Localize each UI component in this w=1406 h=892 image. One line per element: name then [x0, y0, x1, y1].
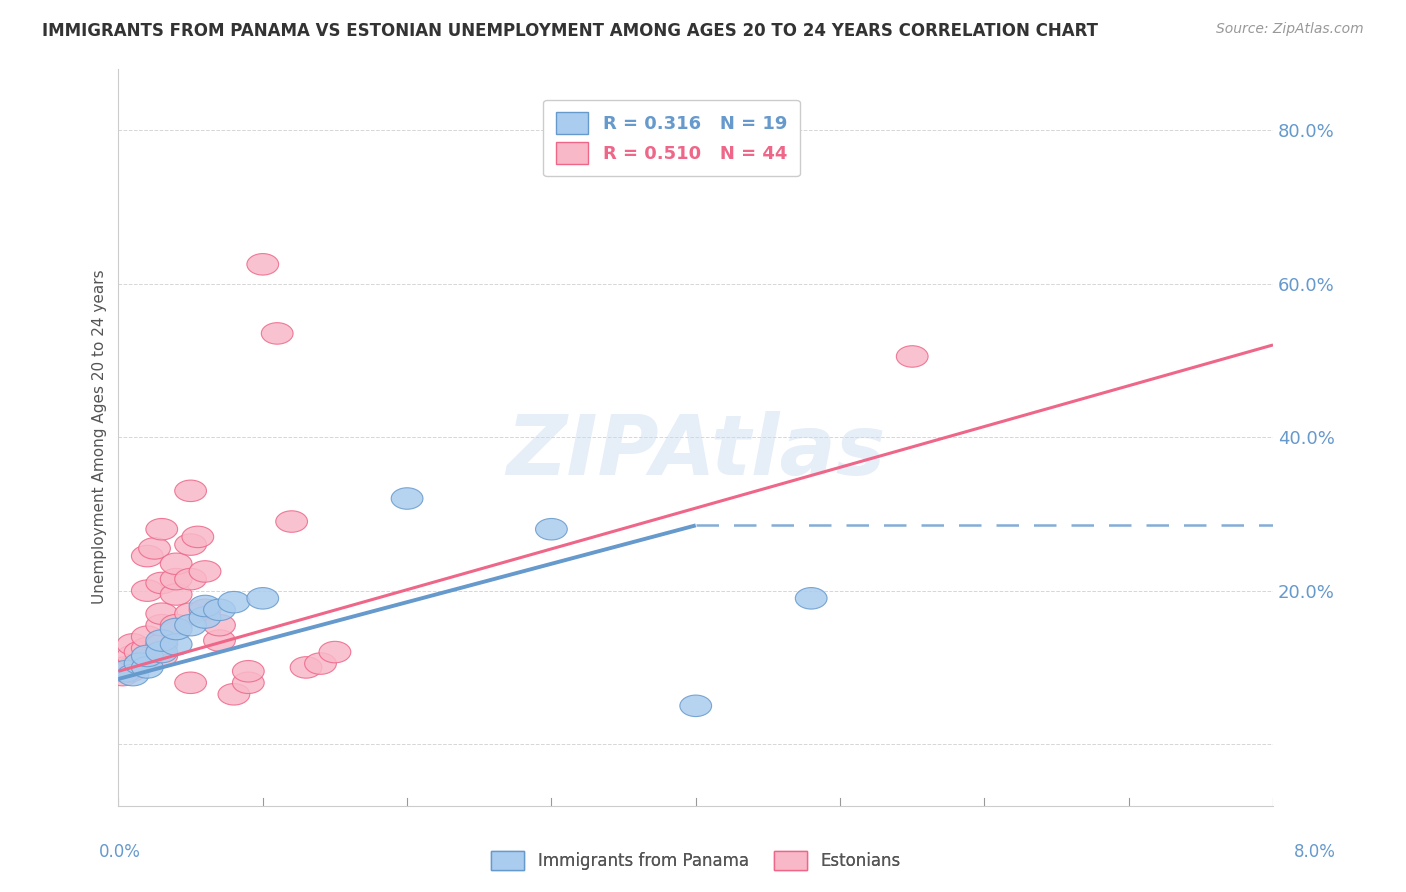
Ellipse shape [124, 641, 156, 663]
Ellipse shape [190, 595, 221, 616]
Ellipse shape [117, 633, 149, 655]
Ellipse shape [262, 323, 292, 344]
Ellipse shape [146, 633, 177, 655]
Ellipse shape [204, 630, 235, 651]
Ellipse shape [124, 653, 156, 674]
Ellipse shape [160, 553, 193, 574]
Y-axis label: Unemployment Among Ages 20 to 24 years: Unemployment Among Ages 20 to 24 years [93, 269, 107, 605]
Ellipse shape [131, 657, 163, 678]
Ellipse shape [897, 346, 928, 368]
Ellipse shape [232, 672, 264, 694]
Ellipse shape [681, 695, 711, 716]
Ellipse shape [181, 526, 214, 548]
Text: ZIPAtlas: ZIPAtlas [506, 411, 886, 492]
Ellipse shape [174, 615, 207, 636]
Ellipse shape [114, 660, 146, 682]
Ellipse shape [131, 649, 163, 671]
Text: 0.0%: 0.0% [98, 843, 141, 861]
Ellipse shape [131, 626, 163, 648]
Ellipse shape [131, 545, 163, 566]
Ellipse shape [174, 603, 207, 624]
Ellipse shape [131, 645, 163, 666]
Ellipse shape [174, 672, 207, 694]
Ellipse shape [146, 603, 177, 624]
Ellipse shape [146, 518, 177, 540]
Ellipse shape [290, 657, 322, 678]
Ellipse shape [204, 615, 235, 636]
Ellipse shape [107, 665, 139, 686]
Ellipse shape [160, 618, 193, 640]
Legend: Immigrants from Panama, Estonians: Immigrants from Panama, Estonians [482, 842, 908, 879]
Ellipse shape [124, 653, 156, 674]
Ellipse shape [110, 660, 142, 682]
Text: IMMIGRANTS FROM PANAMA VS ESTONIAN UNEMPLOYMENT AMONG AGES 20 TO 24 YEARS CORREL: IMMIGRANTS FROM PANAMA VS ESTONIAN UNEMP… [42, 22, 1098, 40]
Ellipse shape [391, 488, 423, 509]
Ellipse shape [247, 588, 278, 609]
Ellipse shape [190, 561, 221, 582]
Ellipse shape [218, 683, 250, 705]
Ellipse shape [247, 253, 278, 275]
Ellipse shape [160, 583, 193, 606]
Ellipse shape [117, 645, 149, 666]
Ellipse shape [131, 638, 163, 659]
Ellipse shape [218, 591, 250, 613]
Ellipse shape [190, 599, 221, 621]
Ellipse shape [232, 660, 264, 682]
Ellipse shape [204, 599, 235, 621]
Ellipse shape [117, 657, 149, 678]
Ellipse shape [146, 641, 177, 663]
Ellipse shape [276, 511, 308, 533]
Ellipse shape [146, 573, 177, 594]
Ellipse shape [174, 480, 207, 501]
Ellipse shape [174, 533, 207, 556]
Ellipse shape [319, 641, 352, 663]
Text: Source: ZipAtlas.com: Source: ZipAtlas.com [1216, 22, 1364, 37]
Ellipse shape [146, 645, 177, 666]
Ellipse shape [305, 653, 336, 674]
Text: 8.0%: 8.0% [1294, 843, 1336, 861]
Ellipse shape [146, 615, 177, 636]
Ellipse shape [796, 588, 827, 609]
Ellipse shape [110, 657, 142, 678]
Ellipse shape [174, 568, 207, 590]
Ellipse shape [160, 568, 193, 590]
Ellipse shape [139, 538, 170, 559]
Ellipse shape [160, 615, 193, 636]
Ellipse shape [131, 580, 163, 601]
Ellipse shape [117, 665, 149, 686]
Ellipse shape [146, 630, 177, 651]
Ellipse shape [190, 607, 221, 628]
Ellipse shape [536, 518, 567, 540]
Ellipse shape [160, 633, 193, 655]
